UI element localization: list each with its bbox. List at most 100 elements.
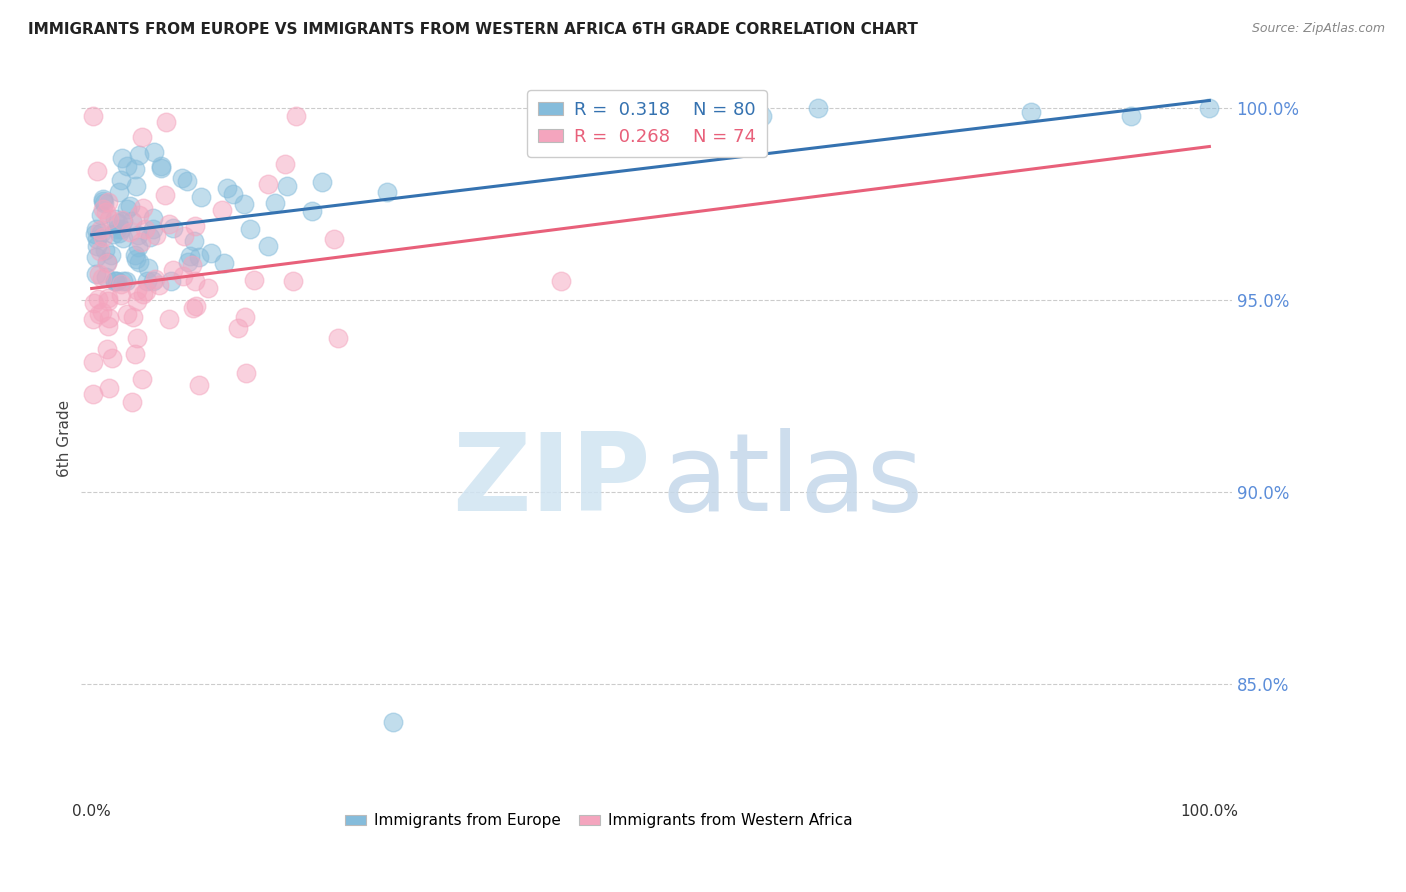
Point <box>382 715 405 730</box>
Point <box>132 286 155 301</box>
Point <box>155 115 177 129</box>
Point <box>101 351 124 365</box>
Point <box>94 204 117 219</box>
Point <box>142 274 165 288</box>
Point <box>124 161 146 176</box>
Point <box>82 312 104 326</box>
Point <box>98 381 121 395</box>
Point <box>89 244 111 258</box>
Point <box>222 187 245 202</box>
Point <box>284 109 307 123</box>
Point <box>82 387 104 401</box>
Point <box>117 202 139 216</box>
Point <box>84 267 107 281</box>
Point <box>226 321 249 335</box>
Point <box>233 197 256 211</box>
Point <box>108 185 131 199</box>
Point <box>87 293 110 307</box>
Point <box>375 185 398 199</box>
Point <box>128 255 150 269</box>
Point <box>83 296 105 310</box>
Point <box>257 239 280 253</box>
Point <box>103 227 125 241</box>
Point <box>150 161 173 175</box>
Point <box>111 212 134 227</box>
Point <box>111 213 134 227</box>
Point <box>136 274 159 288</box>
Point <box>131 130 153 145</box>
Point <box>183 234 205 248</box>
Point <box>97 194 120 209</box>
Point <box>115 307 138 321</box>
Point <box>197 281 219 295</box>
Point <box>114 274 136 288</box>
Point <box>118 199 141 213</box>
Point <box>239 222 262 236</box>
Point <box>121 395 143 409</box>
Point <box>200 246 222 260</box>
Point <box>153 188 176 202</box>
Point <box>301 203 323 218</box>
Point <box>136 260 159 275</box>
Point <box>110 288 132 302</box>
Point <box>125 283 148 297</box>
Point <box>170 170 193 185</box>
Point <box>97 311 120 326</box>
Point <box>127 227 149 242</box>
Point <box>97 212 120 227</box>
Point <box>807 101 830 115</box>
Point <box>188 250 211 264</box>
Point <box>1019 105 1042 120</box>
Point <box>326 331 349 345</box>
Point <box>93 229 115 244</box>
Point <box>214 256 236 270</box>
Point <box>91 194 114 208</box>
Point <box>90 305 112 319</box>
Text: atlas: atlas <box>662 428 924 534</box>
Point <box>107 216 129 230</box>
Point <box>96 270 118 285</box>
Point <box>181 301 204 315</box>
Point <box>127 239 149 253</box>
Point <box>100 248 122 262</box>
Point <box>233 310 256 325</box>
Point <box>83 227 105 241</box>
Point <box>90 209 112 223</box>
Point <box>184 274 207 288</box>
Point <box>125 179 148 194</box>
Point <box>97 294 120 309</box>
Point <box>211 203 233 218</box>
Point <box>104 274 127 288</box>
Point <box>134 222 156 236</box>
Point <box>121 214 143 228</box>
Point <box>125 252 148 267</box>
Point <box>89 223 111 237</box>
Point <box>162 221 184 235</box>
Point <box>157 312 180 326</box>
Point <box>173 228 195 243</box>
Point <box>90 271 112 285</box>
Point <box>184 300 207 314</box>
Point <box>157 217 180 231</box>
Point <box>86 239 108 253</box>
Point <box>179 249 201 263</box>
Point <box>596 137 619 152</box>
Point <box>86 164 108 178</box>
Point <box>125 293 148 308</box>
Point <box>142 145 165 160</box>
Point <box>176 174 198 188</box>
Point <box>323 231 346 245</box>
Point <box>124 248 146 262</box>
Point <box>93 243 115 257</box>
Point <box>190 189 212 203</box>
Point <box>180 258 202 272</box>
Point <box>162 262 184 277</box>
Point <box>128 208 150 222</box>
Point <box>243 272 266 286</box>
Text: Source: ZipAtlas.com: Source: ZipAtlas.com <box>1251 22 1385 36</box>
Point <box>97 318 120 333</box>
Point <box>91 192 114 206</box>
Point <box>110 173 132 187</box>
Point <box>87 267 110 281</box>
Point <box>142 211 165 225</box>
